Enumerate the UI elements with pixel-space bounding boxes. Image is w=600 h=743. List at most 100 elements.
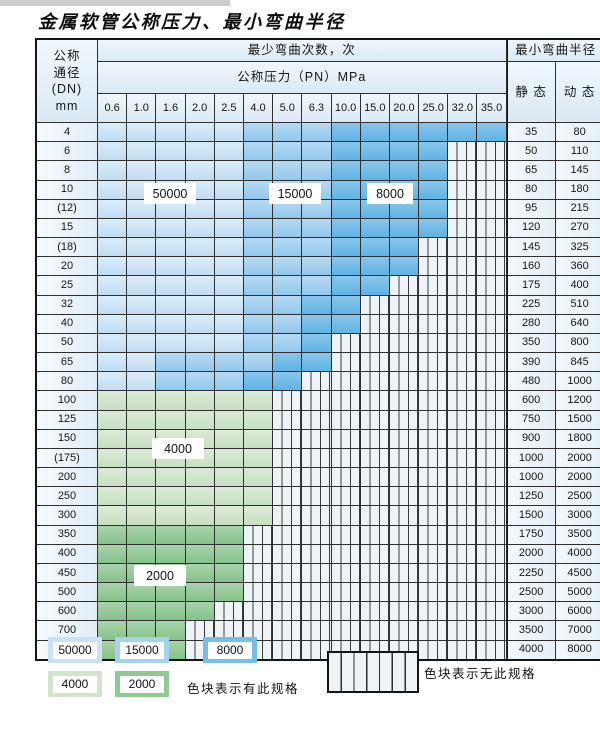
spec-cell-50000 [127, 333, 156, 353]
no-spec-cell [389, 276, 419, 295]
spec-cell-8000 [389, 123, 419, 142]
pressure-tick: 1.0 [127, 94, 156, 122]
legend-swatch-label: 2000 [120, 675, 164, 693]
no-spec-cell [302, 429, 331, 448]
dn-cell: 32 [37, 295, 97, 314]
no-spec-cell [419, 544, 448, 563]
spec-cell-4000 [98, 468, 127, 487]
spec-cell-8000 [302, 353, 331, 372]
spec-cell-8000 [360, 123, 389, 142]
no-spec-cell [448, 257, 477, 276]
dynamic-radius-cell: 2000 [555, 468, 600, 487]
spec-cell-4000 [127, 448, 156, 468]
no-spec-cell [419, 276, 448, 295]
nominal-pressure-header: 公称压力（PN）MPa [98, 62, 506, 93]
dynamic-radius-cell: 80 [555, 123, 600, 142]
no-spec-cell [389, 506, 419, 525]
no-spec-cell [360, 333, 389, 353]
spec-cell-15000 [273, 238, 302, 257]
spec-cell-8000 [360, 276, 389, 295]
legend-swatch-label: 15000 [120, 641, 164, 659]
dn-header-line: (DN) [51, 82, 83, 96]
dynamic-header: 动 态 [555, 62, 600, 122]
static-radius-cell: 4000 [506, 640, 555, 659]
spec-cell-8000 [331, 238, 360, 257]
spec-cell-8000 [331, 123, 360, 142]
spec-cell-15000 [243, 142, 273, 161]
spec-cell-2000 [127, 583, 156, 602]
spec-cell-2000 [156, 583, 185, 602]
dynamic-radius-cell: 8000 [555, 640, 600, 659]
static-radius-cell: 1000 [506, 468, 555, 487]
no-spec-cell [419, 448, 448, 468]
no-spec-cell [243, 602, 273, 621]
dn-cell: 80 [37, 372, 97, 391]
no-spec-cell [448, 238, 477, 257]
dn-header: 公称 通径 (DN) mm [37, 40, 97, 122]
spec-cell-50000 [98, 180, 127, 199]
no-spec-cell [448, 161, 477, 180]
no-spec-cell [448, 544, 477, 563]
no-spec-cell [273, 640, 302, 659]
spec-cell-50000 [98, 333, 127, 353]
legend-swatch-50000: 50000 [48, 637, 102, 663]
spec-cell-15000 [185, 353, 214, 372]
spec-cell-50000 [98, 276, 127, 295]
spec-cell-4000 [214, 391, 243, 410]
spec-cell-15000 [243, 257, 273, 276]
spec-cell-4000 [156, 506, 185, 525]
no-spec-cell [302, 602, 331, 621]
dn-cell: 15 [37, 218, 97, 238]
dn-cell: 450 [37, 563, 97, 583]
spec-cell-15000 [273, 142, 302, 161]
spec-cell-4000 [127, 429, 156, 448]
spec-cell-8000 [360, 238, 389, 257]
spec-cell-15000 [243, 161, 273, 180]
no-spec-cell [331, 583, 360, 602]
no-spec-cell [448, 295, 477, 314]
map-label-15000: 15000 [269, 183, 321, 204]
no-spec-cell [389, 544, 419, 563]
no-spec-cell [360, 506, 389, 525]
spec-cell-4000 [243, 506, 273, 525]
no-spec-cell [273, 429, 302, 448]
spec-cell-50000 [185, 161, 214, 180]
spec-cell-50000 [185, 199, 214, 218]
spec-cell-15000 [243, 276, 273, 295]
spec-cell-15000 [243, 218, 273, 238]
spec-cell-8000 [477, 123, 506, 142]
dn-cell: 150 [37, 429, 97, 448]
spec-cell-4000 [214, 448, 243, 468]
spec-cell-8000 [302, 333, 331, 353]
no-spec-cell [389, 583, 419, 602]
legend-swatch-label: 4000 [53, 675, 97, 693]
no-spec-cell [360, 487, 389, 506]
no-spec-cell [331, 448, 360, 468]
spec-cell-4000 [214, 429, 243, 448]
spec-cell-8000 [419, 142, 448, 161]
spec-cell-4000 [127, 410, 156, 429]
spec-cell-2000 [127, 525, 156, 544]
spec-cell-50000 [127, 257, 156, 276]
spec-cell-8000 [331, 180, 360, 199]
legend-swatch-label: 50000 [53, 641, 97, 659]
dynamic-radius-cell: 270 [555, 218, 600, 238]
dn-cell: 10 [37, 180, 97, 199]
static-radius-cell: 3500 [506, 621, 555, 640]
no-spec-cell [331, 333, 360, 353]
dn-header-line: 通径 [53, 65, 81, 80]
spec-cell-50000 [214, 238, 243, 257]
spec-cell-15000 [243, 314, 273, 333]
spec-cell-15000 [273, 161, 302, 180]
no-spec-cell [448, 506, 477, 525]
static-radius-cell: 2250 [506, 563, 555, 583]
spec-cell-2000 [98, 583, 127, 602]
spec-cell-50000 [98, 199, 127, 218]
legend-hatch-swatch [327, 651, 419, 693]
static-radius-cell: 175 [506, 276, 555, 295]
no-spec-cell [419, 429, 448, 448]
no-spec-cell [477, 142, 506, 161]
no-spec-cell [302, 583, 331, 602]
spec-cell-15000 [302, 218, 331, 238]
